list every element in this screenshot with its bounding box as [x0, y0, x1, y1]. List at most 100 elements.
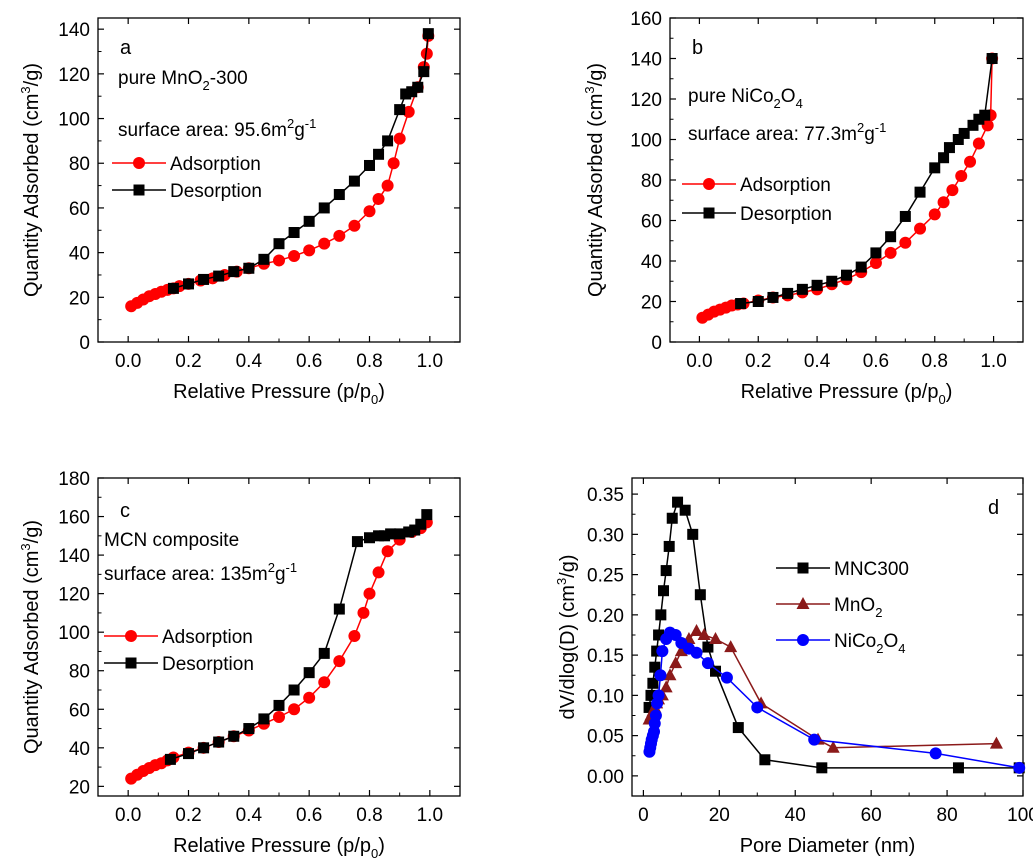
y-axis-title-tail: /g) — [557, 554, 579, 577]
x-tick-label: 0 — [638, 805, 649, 826]
data-point — [955, 169, 968, 182]
data-point — [855, 261, 867, 273]
annotation-0-text: pure NiCo — [688, 86, 774, 107]
y-tick-label: 60 — [69, 199, 90, 220]
legend-label-name_mid: O — [883, 631, 898, 652]
y-tick-label: 40 — [69, 739, 90, 760]
data-point — [406, 86, 418, 98]
x-tick-label: 0.2 — [175, 805, 201, 826]
annotation-1: surface area: 135m2g-1 — [104, 560, 297, 585]
data-point — [937, 196, 950, 209]
data-point — [759, 754, 771, 766]
data-point — [357, 606, 370, 619]
series-0 — [125, 516, 433, 785]
data-point — [228, 266, 240, 278]
series-1 — [642, 623, 1003, 753]
legend-label: Desorption — [162, 654, 254, 675]
data-point — [981, 119, 994, 132]
data-point — [243, 723, 255, 735]
data-point — [666, 512, 678, 524]
data-point — [751, 701, 764, 714]
legend: Adsorption Desorption — [682, 175, 832, 225]
data-point — [964, 155, 977, 168]
annotation-1-sup: 2 — [268, 560, 275, 575]
series-1 — [164, 509, 433, 765]
series-line — [648, 500, 1020, 769]
data-point — [258, 713, 270, 725]
annotation-1: surface area: 95.6m2g-1 — [118, 116, 316, 141]
data-point — [690, 623, 704, 636]
data-point — [348, 175, 360, 187]
data-point — [656, 645, 669, 658]
legend-label-name: MNC300 — [834, 559, 909, 580]
x-tick-label: 0.4 — [236, 805, 263, 826]
panel-d: 0 20 40 60 80 100 0.00 0.05 0.10 0.15 0.20 0.25 0.30… — [554, 477, 1033, 857]
x-tick-label: 0.8 — [356, 351, 382, 372]
data-point — [929, 162, 941, 174]
data-point — [943, 142, 955, 154]
y-axis-title-text: Quantity Adsorbed (cm — [585, 94, 607, 297]
annotation-0-tail: -300 — [210, 68, 248, 89]
data-point — [213, 736, 225, 748]
y-axis-title: Quantity Adsorbed (cm3/g) — [582, 63, 607, 297]
panel-a: 0.0 0.2 0.4 0.6 0.8 1.0020406080100120140Rela… — [18, 17, 461, 407]
y-tick-label: 60 — [641, 212, 662, 233]
data-point — [333, 603, 345, 615]
legend-label-name_sub2: 4 — [898, 641, 905, 656]
y-tick-label: 20 — [69, 777, 90, 798]
data-point — [303, 691, 316, 704]
legend-label-name: Desorption — [170, 181, 262, 202]
data-point — [288, 249, 301, 262]
legend-label: MnO2 — [834, 595, 882, 620]
annotation-0-text: MCN composite — [104, 530, 239, 551]
y-tick-label: 80 — [69, 662, 90, 683]
legend-label-name: MnO — [834, 595, 875, 616]
data-point — [402, 105, 415, 118]
data-point — [697, 627, 711, 640]
data-point — [303, 244, 316, 257]
panel-label: b — [692, 37, 703, 59]
x-axis-title-text: Relative Pressure (p/p — [173, 835, 371, 857]
series-line — [130, 521, 428, 780]
plot-frame — [669, 17, 1024, 343]
data-point — [403, 526, 415, 538]
y-tick-label: 40 — [641, 252, 662, 273]
x-tick-label: 1.0 — [980, 351, 1006, 372]
data-point — [364, 159, 375, 171]
data-point — [363, 205, 376, 218]
y-tick-label: 20 — [69, 288, 90, 309]
data-point — [258, 253, 270, 265]
legend-marker — [796, 597, 810, 609]
data-point — [412, 81, 424, 93]
data-point — [288, 684, 300, 696]
legend-label-name: Desorption — [740, 204, 832, 225]
x-axis-title: Pore Diameter (nm) — [740, 835, 916, 857]
x-tick-label: 100 — [1007, 805, 1033, 826]
annotation-1-sup: 2 — [857, 120, 864, 135]
x-tick-label: 60 — [861, 805, 882, 826]
annotation-1-sup2: -1 — [286, 560, 298, 575]
data-point — [381, 179, 394, 192]
data-point — [167, 282, 179, 294]
data-point — [702, 641, 714, 653]
x-tick-label: 1.0 — [417, 351, 443, 372]
data-point — [663, 668, 677, 681]
annotation-1-text: surface area: 95.6m — [118, 120, 287, 141]
data-point — [164, 753, 176, 765]
data-point — [183, 748, 194, 760]
data-point — [658, 585, 670, 597]
y-tick-label: 0.10 — [587, 686, 624, 707]
y-tick-label: 140 — [630, 50, 662, 71]
legend-label: Desorption — [170, 181, 262, 202]
x-axis-title-text: Relative Pressure (p/p — [741, 381, 939, 403]
annotation-0-sub: 2 — [774, 96, 781, 111]
legend-label: Adsorption — [170, 154, 261, 175]
annotation-0: pure MnO2-300 — [118, 68, 248, 93]
x-tick-label: 0.6 — [296, 805, 322, 826]
annotation-1: surface area: 77.3m2g-1 — [688, 120, 886, 145]
data-point — [701, 657, 714, 670]
data-point — [659, 680, 673, 693]
legend-label: NiCo2O4 — [834, 631, 905, 656]
legend-label-name: NiCo — [834, 631, 876, 652]
legend-label-name: Adsorption — [170, 154, 261, 175]
